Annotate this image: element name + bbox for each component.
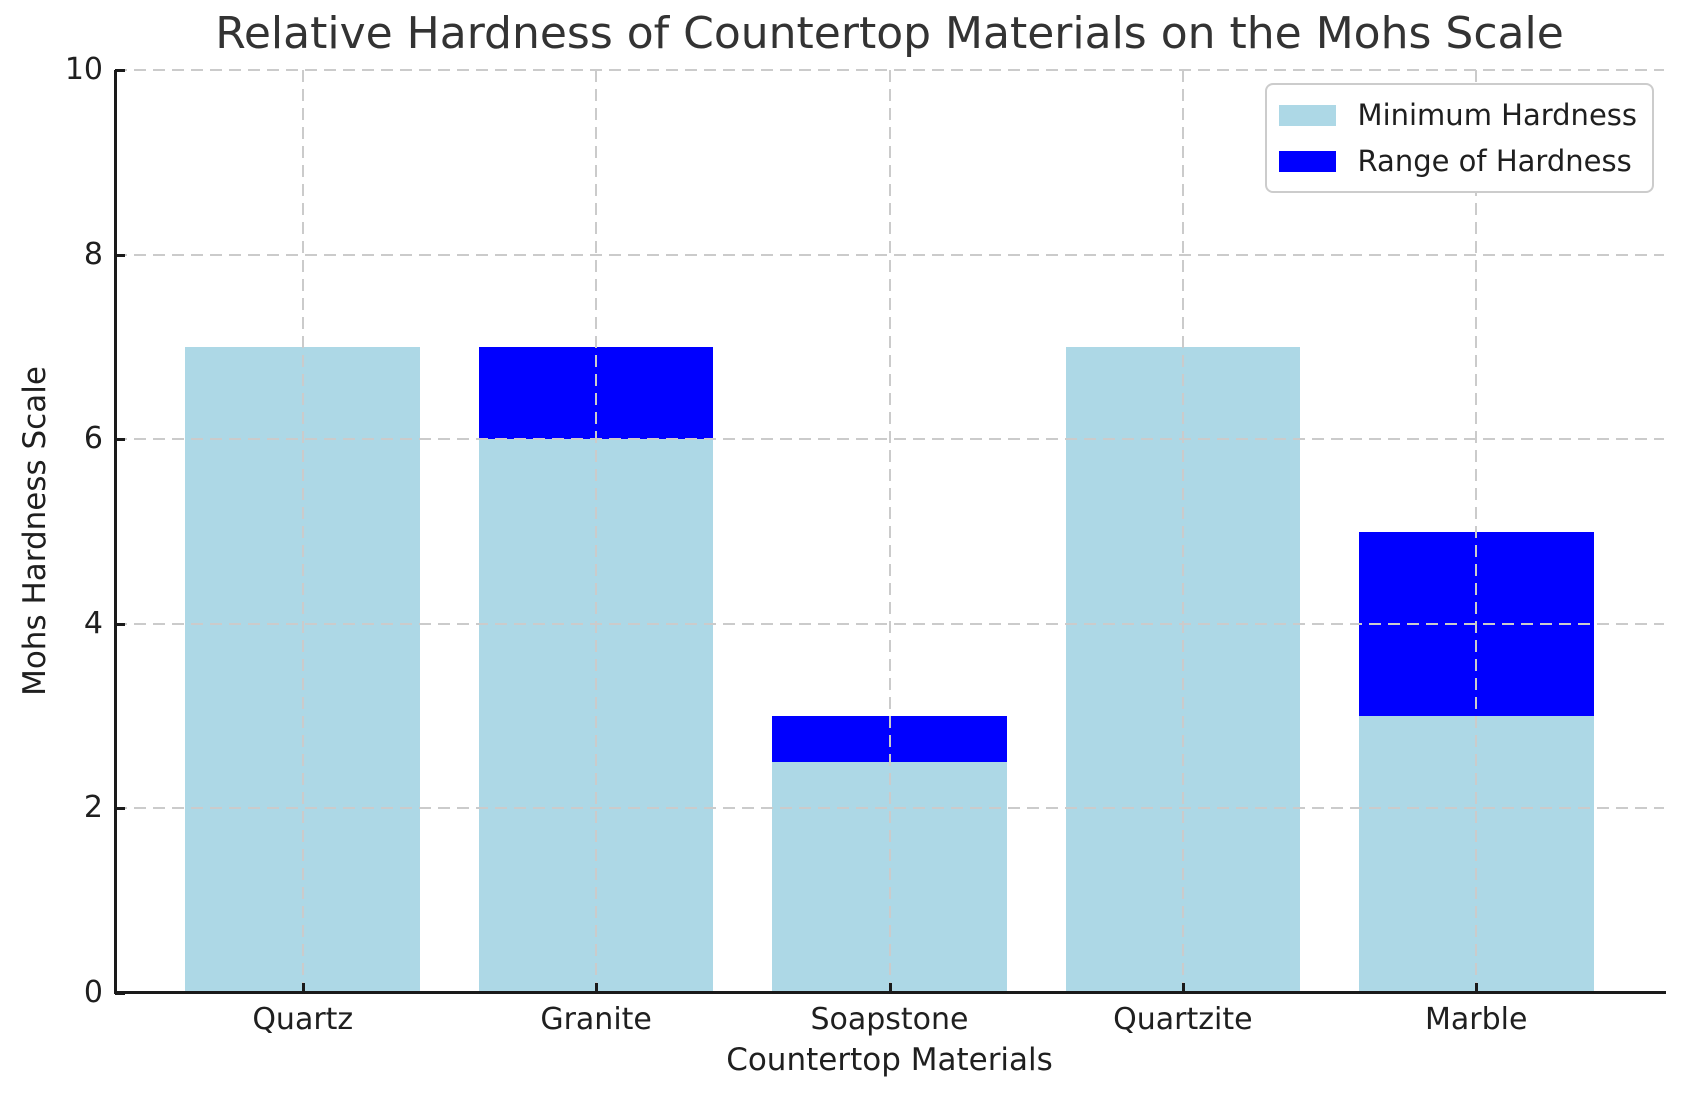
legend-label-range-of-hardness: Range of Hardness bbox=[1357, 144, 1632, 178]
y-tick-0 bbox=[115, 992, 125, 995]
y-tick-label-6: 6 bbox=[83, 421, 103, 457]
legend-item-minimum-hardness: Minimum Hardness bbox=[1278, 96, 1637, 134]
axes-layer: 0 2 4 6 8 10 Quartz Granite Soapstone Quartzite Ma… bbox=[65, 52, 1666, 1037]
y-tick-label-4: 4 bbox=[83, 605, 103, 641]
plot-area: 0 2 4 6 8 10 Quartz Granite Soapstone Quartzite Ma… bbox=[65, 52, 1666, 1037]
y-tick-2 bbox=[115, 807, 125, 811]
x-tick-soapstone bbox=[888, 983, 892, 993]
legend-swatch-minimum-hardness bbox=[1278, 104, 1336, 126]
legend: Minimum Hardness Range of Hardness bbox=[1264, 83, 1654, 193]
v-gridline-granite bbox=[595, 70, 598, 993]
legend-label-minimum-hardness: Minimum Hardness bbox=[1357, 98, 1637, 132]
v-gridline-quartz bbox=[301, 70, 304, 993]
x-tick-granite bbox=[595, 983, 599, 993]
x-tick-label-soapstone: Soapstone bbox=[810, 1002, 969, 1037]
y-axis-spine bbox=[114, 70, 117, 993]
legend-swatch-range-of-hardness bbox=[1278, 150, 1336, 172]
x-tick-label-quartzite: Quartzite bbox=[1113, 1002, 1253, 1037]
y-tick-label-8: 8 bbox=[83, 236, 103, 272]
x-tick-label-quartz: Quartz bbox=[252, 1002, 354, 1037]
y-tick-10 bbox=[115, 69, 125, 72]
y-tick-label-10: 10 bbox=[64, 52, 103, 87]
x-tick-label-granite: Granite bbox=[540, 1002, 652, 1037]
v-gridline-marble bbox=[1475, 70, 1478, 993]
x-tick-label-marble: Marble bbox=[1425, 1002, 1528, 1037]
y-tick-8 bbox=[115, 253, 125, 257]
x-tick-quartz bbox=[301, 983, 305, 993]
y-tick-label-2: 2 bbox=[83, 790, 103, 826]
x-tick-quartzite bbox=[1181, 983, 1185, 993]
x-tick-marble bbox=[1475, 983, 1479, 993]
v-gridline-quartzite bbox=[1181, 70, 1184, 993]
y-tick-label-0: 0 bbox=[83, 975, 103, 1010]
chart-title: Relative Hardness of Countertop Material… bbox=[215, 8, 1564, 59]
x-axis-label: Countertop Materials bbox=[726, 1042, 1053, 1078]
y-axis-label: Mohs Hardness Scale bbox=[17, 366, 53, 696]
y-tick-6 bbox=[115, 438, 125, 442]
y-tick-4 bbox=[115, 622, 125, 626]
v-gridline-soapstone bbox=[888, 70, 891, 993]
legend-item-range-of-hardness: Range of Hardness bbox=[1278, 142, 1637, 180]
